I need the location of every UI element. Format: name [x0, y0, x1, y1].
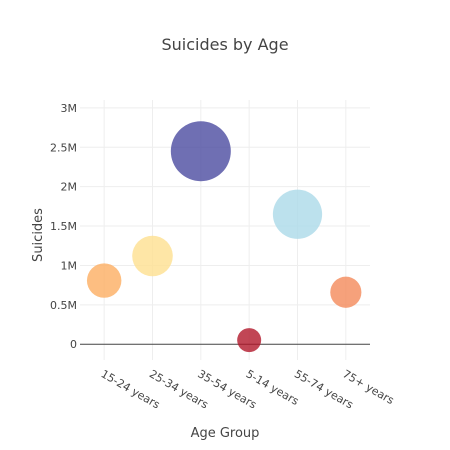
bubble: [330, 276, 362, 308]
bubble: [272, 189, 323, 239]
y-tick-label: 2.5M: [50, 141, 77, 154]
y-tick-labels: 0 0.5M 1M 1.5M 2M 2.5M 3M: [50, 102, 77, 351]
bubble: [237, 328, 262, 353]
y-axis-title: Suicides: [31, 208, 46, 262]
bubbles: [86, 121, 362, 353]
y-tick-label: 2M: [61, 181, 78, 194]
y-tick-label: 3M: [61, 102, 78, 115]
y-tick-label: 1M: [61, 259, 78, 272]
chart-title: Suicides by Age: [161, 35, 288, 54]
y-gridlines: [80, 107, 370, 306]
y-tick-label: 0.5M: [50, 299, 77, 312]
x-axis-title: Age Group: [191, 426, 260, 441]
y-tick-label: 0: [70, 338, 77, 351]
y-tick-label: 1.5M: [50, 220, 77, 233]
bubble: [170, 121, 231, 182]
bubble: [132, 235, 173, 277]
bubble: [86, 263, 122, 298]
